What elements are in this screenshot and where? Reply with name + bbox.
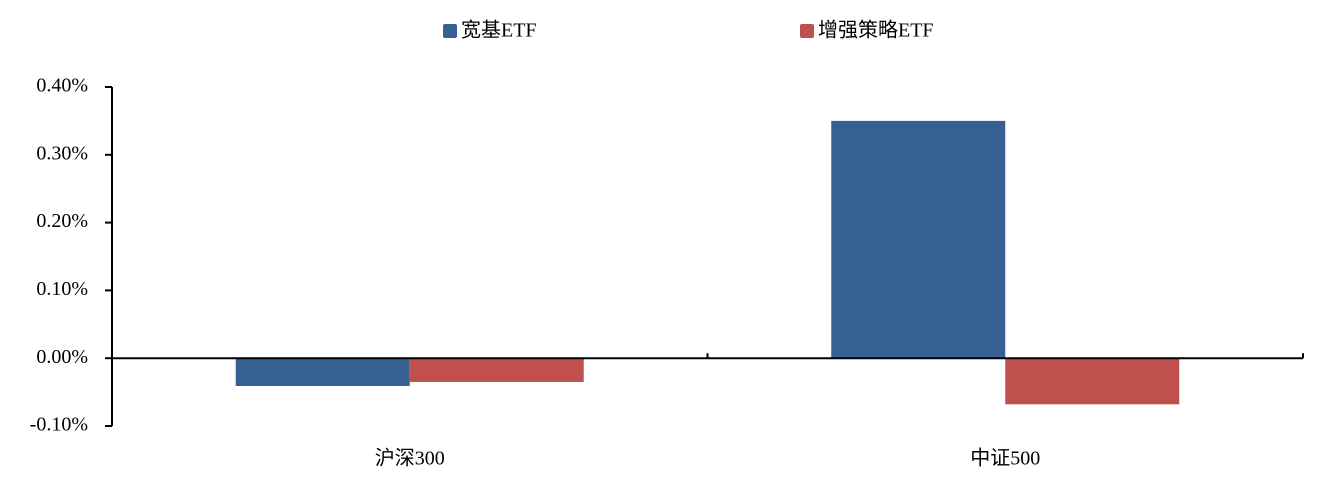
y-tick-label: 0.00% [36,346,88,368]
x-tick-label: 中证500 [970,447,1040,470]
legend-label: 宽基ETF [461,19,537,42]
bar [409,358,584,382]
bar [235,358,410,386]
y-tick-label: -0.10% [30,414,88,436]
legend-label: 增强策略ETF [818,19,934,42]
y-tick-label: 0.20% [36,210,88,232]
y-tick-label: 0.30% [36,142,88,164]
x-tick-label: 沪深300 [375,447,445,470]
bar [831,120,1006,359]
y-tick-label: 0.10% [36,278,88,300]
y-tick-label: 0.40% [36,75,88,97]
bar [1005,358,1180,405]
legend-swatch [800,24,814,38]
legend-swatch [443,24,457,38]
